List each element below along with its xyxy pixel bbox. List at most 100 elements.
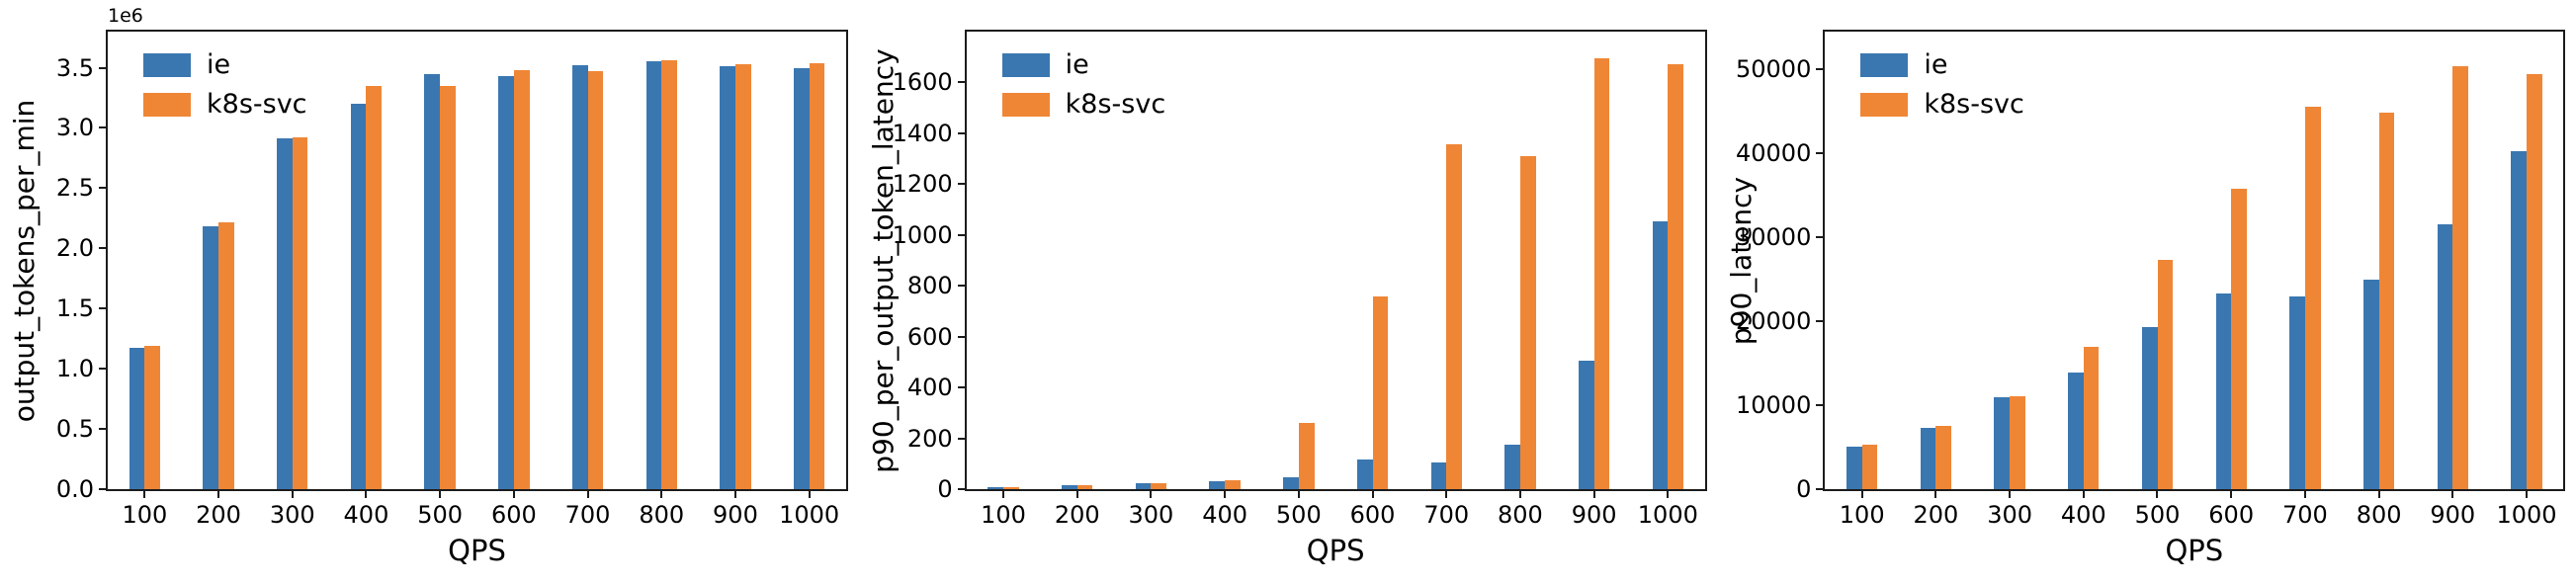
x-tick-mark [586, 489, 589, 498]
bar-group-qps-400 [329, 32, 403, 489]
x-tick-mark [365, 489, 368, 498]
bars-container [1825, 32, 2563, 489]
bar-ie-qps-500 [1283, 477, 1299, 489]
bar-group-qps-500 [2120, 32, 2194, 489]
bar-k8s-svc-qps-200 [1935, 426, 1952, 489]
x-tick-mark [217, 489, 220, 498]
y-tick-mark [1816, 320, 1826, 323]
bar-group-qps-600 [1335, 32, 1410, 489]
legend-label-k8s-svc: k8s-svc [1924, 89, 2024, 120]
legend: ie k8s-svc [1854, 47, 2030, 122]
legend-item-k8s-svc: k8s-svc [1001, 89, 1166, 120]
legend: ie k8s-svc [995, 47, 1172, 122]
y-tick-mark [99, 368, 108, 371]
legend-label-ie: ie [1924, 49, 1948, 80]
bar-ie-qps-700 [1430, 462, 1447, 489]
bar-group-qps-200 [182, 32, 256, 489]
bar-k8s-svc-qps-100 [1003, 486, 1019, 489]
legend-item-ie: ie [1001, 51, 1166, 78]
bar-k8s-svc-qps-200 [1076, 484, 1093, 489]
y-axis-offset-text: 1e6 [108, 5, 143, 27]
bar-group-qps-200 [1040, 32, 1114, 489]
y-tick-mark [1816, 488, 1826, 490]
x-tick-mark [2009, 489, 2012, 498]
y-tick-mark [957, 131, 967, 134]
x-tick-label: 400 [343, 501, 389, 529]
bar-k8s-svc-qps-1000 [809, 62, 825, 489]
legend-label-k8s-svc: k8s-svc [1065, 89, 1166, 120]
bar-group-qps-300 [1973, 32, 2047, 489]
bar-k8s-svc-qps-300 [1151, 483, 1167, 489]
x-tick-mark [1224, 489, 1227, 498]
x-tick-label: 100 [1839, 501, 1885, 529]
bar-k8s-svc-qps-300 [2010, 395, 2025, 489]
bar-group-qps-300 [255, 32, 329, 489]
bar-k8s-svc-qps-500 [440, 85, 456, 489]
bar-group-qps-400 [2046, 32, 2120, 489]
bar-k8s-svc-qps-500 [1298, 423, 1315, 489]
bar-ie-qps-600 [1356, 460, 1373, 489]
x-tick-mark [2156, 489, 2159, 498]
chart-p90-per-output-token-latency: p90_per_output_token_latency ie k8s-svc … [859, 0, 1718, 585]
y-tick-label: 1.5 [55, 294, 94, 323]
bar-ie-qps-100 [987, 486, 1004, 489]
bar-group-qps-1000 [2490, 32, 2564, 489]
x-tick-mark [1860, 489, 1863, 498]
bar-k8s-svc-qps-800 [2378, 112, 2395, 489]
bar-k8s-svc-qps-1000 [1668, 64, 1684, 489]
y-tick-label: 3.5 [55, 53, 94, 82]
bar-k8s-svc-qps-800 [1519, 156, 1536, 489]
bar-k8s-svc-qps-1000 [2527, 74, 2542, 489]
legend-swatch-ie [1860, 52, 1909, 77]
bar-ie-qps-1000 [2511, 150, 2528, 489]
x-tick-label: 700 [564, 501, 611, 529]
legend: ie k8s-svc [137, 47, 313, 122]
y-tick-label: 1600 [892, 68, 953, 97]
bar-k8s-svc-qps-500 [2157, 260, 2174, 489]
bar-ie-qps-600 [498, 76, 514, 489]
bar-ie-qps-300 [1135, 483, 1152, 489]
y-tick-mark [99, 66, 108, 69]
y-tick-label: 1.0 [55, 355, 94, 383]
bar-group-qps-800 [2342, 32, 2416, 489]
x-tick-label: 300 [269, 501, 315, 529]
legend-item-k8s-svc: k8s-svc [1860, 91, 2024, 118]
y-tick-label: 600 [906, 322, 953, 351]
bar-ie-qps-300 [1994, 397, 2011, 489]
x-tick-label: 100 [122, 501, 168, 529]
bar-k8s-svc-qps-400 [1225, 480, 1241, 489]
x-tick-mark [660, 489, 663, 498]
legend-swatch-k8s-svc [1860, 92, 1909, 117]
y-tick-mark [1816, 404, 1826, 407]
y-tick-mark [99, 428, 108, 431]
bar-k8s-svc-qps-400 [2083, 347, 2100, 489]
bar-k8s-svc-qps-100 [144, 346, 161, 489]
x-tick-label: 1000 [1637, 501, 1698, 529]
x-tick-mark [2451, 489, 2454, 498]
y-tick-mark [957, 488, 967, 490]
x-tick-label: 200 [1054, 501, 1100, 529]
y-tick-label: 3.0 [55, 114, 94, 142]
x-tick-label: 900 [1571, 501, 1617, 529]
y-tick-mark [957, 81, 967, 84]
bar-k8s-svc-qps-600 [1372, 295, 1389, 489]
bar-ie-qps-400 [350, 104, 367, 489]
x-tick-mark [1371, 489, 1374, 498]
y-axis-label: output_tokens_per_min [8, 99, 41, 422]
bar-k8s-svc-qps-900 [2452, 65, 2468, 489]
y-tick-mark [99, 247, 108, 250]
y-tick-mark [957, 437, 967, 440]
x-tick-label: 500 [417, 501, 464, 529]
legend-swatch-ie [1001, 52, 1050, 77]
bar-ie-qps-200 [1062, 485, 1077, 489]
bar-k8s-svc-qps-600 [513, 70, 530, 489]
x-tick-mark [1667, 489, 1670, 498]
x-axis-label: QPS [448, 534, 506, 567]
x-tick-mark [2525, 489, 2528, 498]
bar-k8s-svc-qps-700 [1446, 144, 1462, 489]
x-tick-label: 500 [1275, 501, 1322, 529]
bar-ie-qps-600 [2215, 293, 2232, 489]
y-tick-mark [99, 187, 108, 190]
bar-ie-qps-800 [2362, 280, 2379, 489]
